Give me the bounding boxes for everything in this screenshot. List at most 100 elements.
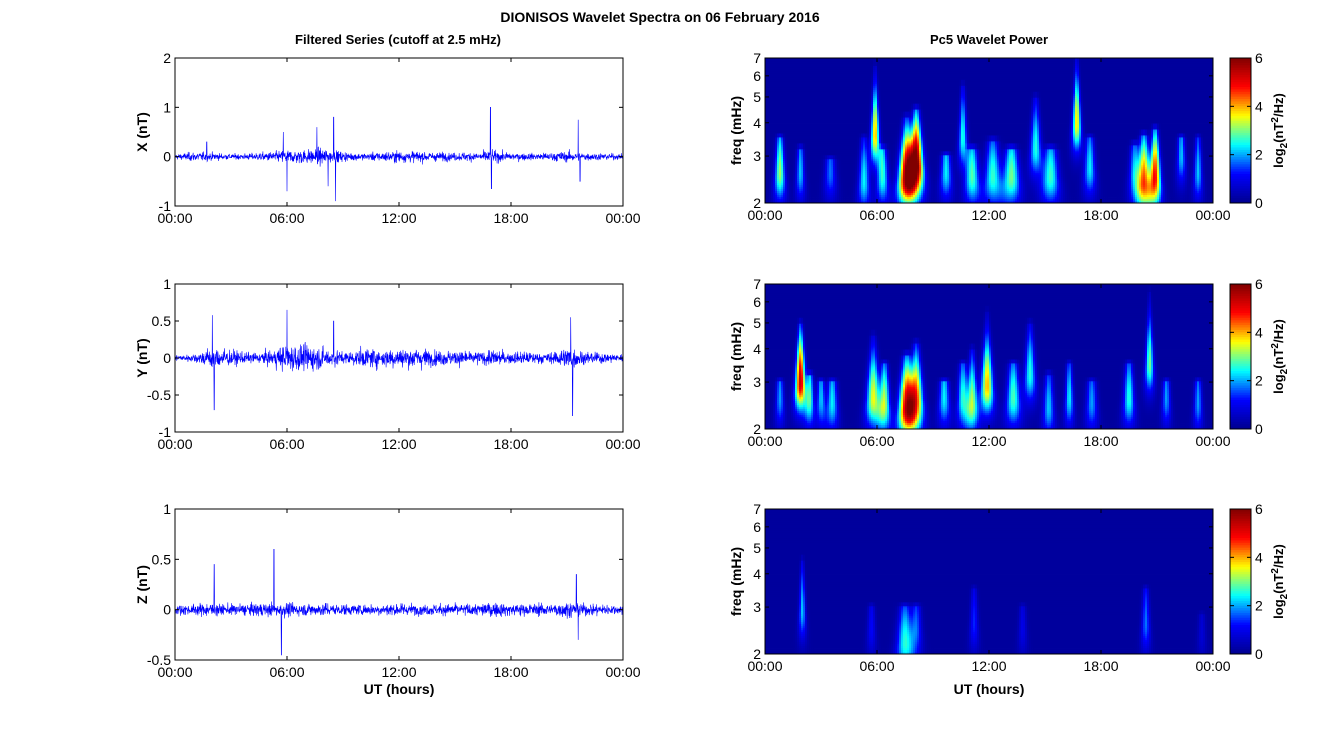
heatmap-cell <box>1163 159 1166 162</box>
heatmap-cell <box>883 101 958 105</box>
heatmap-cell <box>1031 107 1034 111</box>
heatmap-cell <box>883 153 886 156</box>
heatmap-cell <box>1147 141 1150 144</box>
heatmap-cell <box>951 153 954 156</box>
heatmap-cell <box>1157 137 1160 140</box>
heatmap-cell <box>893 153 896 156</box>
heatmap-cell <box>1037 159 1040 162</box>
heatmap-cell <box>1183 137 1186 140</box>
heatmap-cell <box>987 159 990 162</box>
heatmap-cell <box>961 129 964 132</box>
heatmap-cell <box>937 159 940 162</box>
heatmap-cell <box>1189 143 1192 146</box>
heatmap-cell <box>861 143 864 146</box>
heatmap-cell <box>1067 157 1070 160</box>
heatmap-cell <box>1021 145 1024 148</box>
heatmap-cell <box>985 147 988 150</box>
heatmap-cell <box>1157 149 1160 152</box>
heatmap-cell <box>1081 73 1084 77</box>
heatmap-cell <box>1145 159 1148 162</box>
heatmap-cell <box>875 151 878 154</box>
heatmap-cell <box>1163 135 1176 138</box>
x-wavelet-heatmap <box>765 58 1214 204</box>
heatmap-cell <box>829 161 832 164</box>
heatmap-cell <box>897 151 900 154</box>
heatmap-cell <box>873 99 876 103</box>
heatmap-cell <box>985 137 988 140</box>
heatmap-cell <box>967 117 970 120</box>
heatmap-cell <box>1047 145 1050 148</box>
heatmap-cell <box>963 79 966 83</box>
heatmap-cell <box>953 155 956 158</box>
heatmap-cell <box>1099 149 1102 152</box>
heatmap-cell <box>1131 141 1134 144</box>
heatmap-cell <box>873 153 876 156</box>
heatmap-cell <box>1049 145 1052 148</box>
heatmap-cell <box>969 155 972 158</box>
heatmap-cell <box>909 105 912 109</box>
heatmap-cell <box>867 161 870 164</box>
heatmap-cell <box>1045 109 1068 113</box>
heatmap-cell <box>1189 149 1192 152</box>
heatmap-cell <box>1195 157 1198 160</box>
heatmap-cell <box>997 157 1000 160</box>
heatmap-cell <box>967 109 970 113</box>
heatmap-cell <box>971 147 974 150</box>
heatmap-cell <box>969 141 972 144</box>
heatmap-cell <box>1083 109 1086 113</box>
heatmap-cell <box>1047 137 1066 140</box>
heatmap-cell <box>963 101 966 105</box>
heatmap-cell <box>873 125 876 128</box>
heatmap-cell <box>983 159 986 162</box>
heatmap-cell <box>1089 155 1092 158</box>
heatmap-cell <box>927 119 956 122</box>
heatmap-cell <box>905 149 908 152</box>
heatmap-cell <box>895 139 898 142</box>
heatmap-cell <box>959 93 962 97</box>
heatmap-cell <box>1069 153 1072 156</box>
heatmap-cell <box>1011 143 1014 146</box>
heatmap-cell <box>1047 135 1066 138</box>
heatmap-cell <box>1075 73 1078 77</box>
heatmap-cell <box>1039 99 1042 103</box>
heatmap-cell <box>901 153 904 156</box>
heatmap-cell <box>981 159 984 162</box>
heatmap-cell <box>1069 125 1072 128</box>
heatmap-cell <box>1079 131 1082 134</box>
heatmap-cell <box>983 161 986 164</box>
heatmap-cell <box>975 161 978 164</box>
heatmap-cell <box>1081 97 1084 101</box>
heatmap-cell <box>969 157 972 160</box>
heatmap-cell <box>871 155 874 158</box>
heatmap-cell <box>957 157 960 160</box>
heatmap-cell <box>1029 107 1032 111</box>
heatmap-cell <box>987 137 990 140</box>
heatmap-cell <box>905 159 908 162</box>
heatmap-cell <box>865 159 868 162</box>
heatmap-cell <box>1081 83 1084 87</box>
heatmap-cell <box>773 161 776 164</box>
y-series-x-tick-label: 06:00 <box>269 436 304 452</box>
heatmap-cell <box>899 161 902 164</box>
heatmap-cell <box>897 127 900 130</box>
heatmap-cell <box>1175 153 1178 156</box>
heatmap-cell <box>1031 155 1034 158</box>
heatmap-cell <box>905 153 908 156</box>
heatmap-cell <box>1071 133 1074 136</box>
heatmap-cell <box>873 113 876 117</box>
heatmap-cell <box>1085 111 1214 115</box>
heatmap-cell <box>1035 111 1038 115</box>
heatmap-cell <box>877 151 880 154</box>
heatmap-cell <box>867 147 870 150</box>
heatmap-cell <box>1083 87 1214 91</box>
heatmap-cell <box>877 107 880 111</box>
heatmap-cell <box>1007 147 1010 150</box>
heatmap-cell <box>1093 159 1096 162</box>
heatmap-cell <box>1051 143 1054 146</box>
heatmap-cell <box>915 127 918 130</box>
heatmap-cell <box>1001 143 1006 146</box>
heatmap-cell <box>1159 123 1162 126</box>
heatmap-cell <box>881 121 884 124</box>
heatmap-cell <box>765 69 872 73</box>
heatmap-cell <box>969 147 972 150</box>
